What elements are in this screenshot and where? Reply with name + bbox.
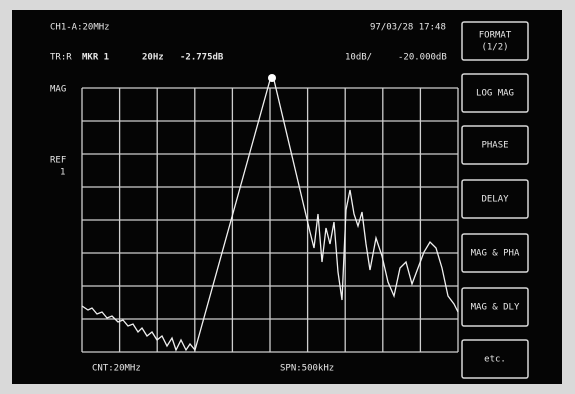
- marker-freq: 20Hz: [142, 53, 164, 63]
- ref-value: -20.000dB: [398, 53, 447, 63]
- datetime: 97/03/28 17:48: [370, 23, 446, 33]
- softkey[interactable]: [461, 339, 529, 379]
- softkey[interactable]: [461, 21, 529, 61]
- graticule: [81, 87, 459, 353]
- softkeys: FORMAT (1/2) LOG MAG PHASE DELAY MAG & PHA MAG…: [461, 21, 529, 379]
- softkey-label: FORMAT: [479, 31, 512, 41]
- softkey[interactable]: [461, 73, 529, 113]
- softkey[interactable]: [461, 179, 529, 219]
- softkey-label: MAG & DLY: [471, 303, 520, 313]
- display: [12, 10, 562, 384]
- scale: 10dB/: [345, 53, 372, 63]
- trace-label: TR:R: [50, 53, 72, 63]
- softkey-label: (1/2): [481, 43, 508, 53]
- softkey[interactable]: [461, 233, 529, 273]
- trace: [81, 79, 459, 352]
- marker-label: MKR 1: [82, 53, 109, 63]
- marker-value: -2.775dB: [180, 53, 224, 63]
- softkey-label: DELAY: [481, 195, 509, 205]
- ref-num: 1: [60, 168, 65, 178]
- channel: CH1-A:20MHz: [50, 23, 110, 33]
- softkey-label: PHASE: [481, 141, 508, 151]
- softkey-label: MAG & PHA: [471, 249, 520, 259]
- softkey-label: LOG MAG: [476, 89, 514, 99]
- softkey[interactable]: [461, 287, 529, 327]
- span: SPN:500kHz: [280, 364, 334, 374]
- ref-label: REF: [50, 156, 66, 166]
- center-freq: CNT:20MHz: [92, 364, 141, 374]
- marker: [268, 74, 276, 82]
- softkey-label: etc.: [484, 355, 506, 365]
- format-label: MAG: [50, 85, 66, 95]
- softkey[interactable]: [461, 125, 529, 165]
